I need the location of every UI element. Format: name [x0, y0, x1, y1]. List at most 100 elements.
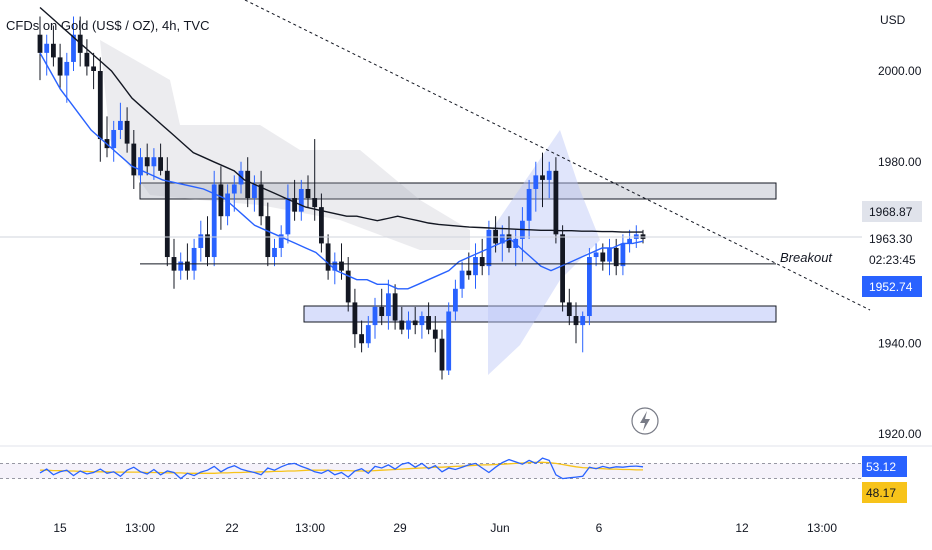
candle-body [446, 311, 452, 371]
candle-body [131, 143, 137, 176]
candle-body [386, 293, 391, 317]
candle-body [553, 170, 559, 235]
rsi-line [39, 457, 644, 480]
candle-body [252, 184, 257, 199]
x-tick-label: 6 [596, 521, 603, 535]
candle-body [600, 252, 606, 262]
rsi-ma-badge: 48.17 [862, 482, 907, 503]
y-tick-label: 2000.00 [878, 64, 922, 78]
candle-body [164, 170, 170, 258]
svg-text:1968.87: 1968.87 [869, 205, 913, 219]
candle-body [573, 316, 579, 326]
candle-body [178, 261, 184, 271]
x-tick-label: Jun [490, 521, 509, 535]
candle-body [138, 157, 143, 176]
x-tick-label: 13:00 [295, 521, 325, 535]
candle-body [499, 234, 505, 244]
x-tick-label: 29 [393, 521, 407, 535]
y-tick-label: 1920.00 [878, 427, 922, 441]
candle-body [453, 288, 458, 312]
candle-body [607, 247, 612, 262]
candle-body [526, 188, 532, 221]
candle-body [352, 302, 358, 335]
candle-body [506, 234, 512, 248]
x-tick-label: 22 [225, 521, 239, 535]
x-tick-label: 13:00 [807, 521, 837, 535]
svg-text:1952.74: 1952.74 [869, 280, 913, 294]
candle-body [37, 34, 43, 53]
candle-body [144, 157, 150, 167]
candle-body [345, 270, 351, 303]
candle-body [627, 238, 632, 244]
candle-body [185, 261, 190, 271]
candle-body [97, 71, 103, 140]
y-tick-label: 1940.00 [878, 336, 922, 350]
candle-body [71, 34, 76, 62]
x-tick-label: 12 [735, 521, 749, 535]
candle-body [51, 43, 56, 58]
candle-body [412, 320, 418, 326]
lightning-icon[interactable] [631, 407, 659, 435]
candle-body [439, 338, 445, 371]
y-tick-label: 1980.00 [878, 155, 922, 169]
rsi-pane [0, 445, 932, 480]
rsi-badge: 53.12 [862, 456, 907, 477]
x-tick-label: 15 [53, 521, 67, 535]
candle-body [198, 234, 204, 248]
ma-line-blue [39, 52, 644, 290]
candle-body [272, 247, 277, 258]
candle-body [432, 329, 438, 339]
candle-body [392, 293, 398, 321]
trendline [244, 0, 871, 311]
candle-body [533, 175, 539, 189]
candle-body [379, 306, 385, 317]
drawn-lines [0, 0, 871, 311]
ma-line-black [39, 6, 643, 233]
time-axis[interactable]: 15 13:00 22 13:00 29 Jun 6 12 13:00 [53, 521, 837, 535]
candle-body [613, 247, 619, 267]
currency-label: USD [880, 13, 906, 27]
svg-text:48.17: 48.17 [866, 486, 896, 500]
candle-body [258, 184, 264, 217]
breakout-annotation: Breakout [780, 250, 833, 265]
chart-title: CFDs on Gold (US$ / OZ), 4h, TVC [6, 18, 209, 33]
candle-body [111, 129, 117, 149]
candle-body [620, 243, 626, 267]
candle-body [124, 120, 130, 144]
candle-body [459, 270, 465, 289]
candle-body [118, 120, 123, 130]
candle-body [225, 193, 230, 217]
candle-body [580, 316, 586, 326]
cloud-blue [488, 130, 600, 375]
candle-body [312, 198, 318, 208]
candle-body [479, 257, 485, 267]
candle-body [365, 325, 371, 344]
candle-body [298, 188, 304, 212]
candle-body [211, 184, 217, 258]
candle-body [399, 320, 405, 330]
candle-body [84, 52, 90, 67]
last-price: 1963.30 [869, 232, 913, 246]
candle-body [332, 261, 338, 271]
moving-averages [39, 6, 644, 290]
candle-body [191, 247, 197, 271]
rsi-band-fill [0, 463, 862, 479]
candle-body [57, 57, 63, 76]
candle-body [419, 316, 425, 326]
cloud-gray [100, 40, 470, 250]
candle-body [218, 184, 224, 217]
x-tick-label: 13:00 [125, 521, 155, 535]
candle-body [540, 175, 545, 180]
candle-body [158, 157, 163, 171]
candle-body [292, 198, 297, 212]
candle-body [566, 302, 572, 317]
candle-body [319, 207, 324, 244]
candle-body [245, 170, 251, 199]
candle-body [205, 234, 210, 258]
candle-body [44, 43, 50, 53]
candle-body [546, 170, 552, 180]
candle-body [325, 243, 331, 271]
candle-body [426, 316, 431, 330]
candle-body [359, 334, 364, 344]
